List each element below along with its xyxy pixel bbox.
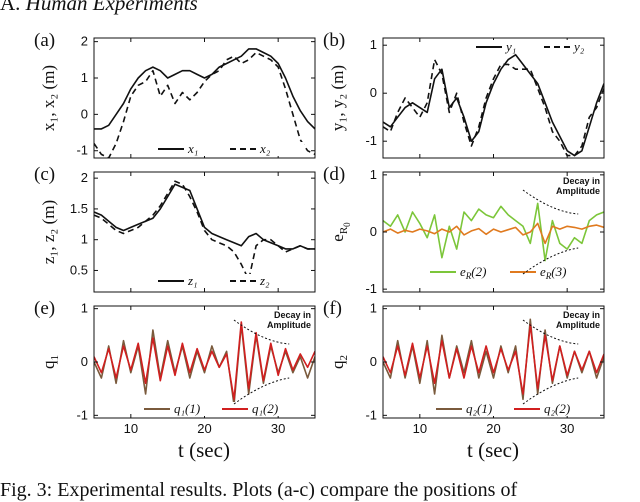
legend-background	[472, 40, 594, 54]
y-axis-label: y₁, y₂ (m)	[328, 65, 347, 131]
y-axis-label: z₁, z₂ (m)	[39, 200, 58, 264]
y-tick-label: -1	[76, 407, 88, 422]
series-line-c-1	[94, 183, 315, 250]
y-tick-label: -1	[365, 407, 377, 422]
panel-label: (f)	[323, 298, 342, 319]
legend-e: q₁(1) q₁(2)	[140, 401, 302, 416]
legend-label: eR(2)	[460, 264, 486, 281]
y-tick-label: 1	[370, 167, 377, 182]
y-tick-label: 1	[81, 70, 88, 85]
x-tick-label: 30	[271, 421, 285, 436]
figure: -1 0 1 2 (a) x₁, x₂ (m) x₁ x₂ -1 0 1 (b) y₁, y₂ (m) y…	[34, 30, 605, 462]
legend-background	[154, 142, 304, 156]
decay-envelope-lower	[522, 247, 579, 275]
decay-envelope-upper	[522, 319, 579, 345]
y-tick-label: -1	[365, 133, 377, 148]
x-tick-label: 10	[413, 421, 427, 436]
legend-f: q₂(1) q₂(2)	[432, 401, 594, 416]
y-axis-label: eR0	[328, 222, 352, 242]
panel-c: 0.5 1 1.5 2 (c) z₁, z₂ (m) z₁ z₂	[34, 164, 316, 293]
series-line-e-2	[94, 321, 315, 401]
annotation-decay: Decay in Amplitude	[267, 310, 311, 330]
y-tick-label: 0	[370, 85, 377, 100]
y-axis-label: x₁, x₂ (m)	[39, 65, 58, 131]
y-tick-label: 1	[370, 37, 377, 52]
section-title: A. Human Experiments	[0, 0, 198, 15]
legend-label: x₁	[187, 141, 198, 156]
panel-d: -1 0 1 (d) eR0 eR(2) eR(3) Decay in Amplitude	[323, 164, 605, 296]
y-tick-label: 1	[81, 232, 88, 247]
legend-label: q₁(2)	[252, 401, 278, 416]
series-line-f-1	[383, 318, 604, 401]
decay-envelope-lower	[233, 377, 290, 405]
decay-envelope-upper	[522, 189, 579, 215]
y-tick-label: 2	[81, 170, 88, 185]
y-tick-label: 1.5	[70, 201, 88, 216]
legend-label: q₂(1)	[466, 401, 492, 416]
panel-a: -1 0 1 2 (a) x₁, x₂ (m) x₁ x₂	[34, 30, 316, 159]
legend-label: q₂(2)	[544, 401, 570, 416]
legend-background	[154, 274, 304, 288]
panel-label: (d)	[323, 164, 345, 185]
x-axis-label: t (sec)	[467, 438, 519, 462]
panel-f: -1 0 1 10 20 30 (f) q2 q₂(1) q₂(2) Decay in Amplitu…	[323, 298, 605, 436]
legend-label: y₁	[504, 39, 516, 54]
figure-caption: Fig. 3: Experimental results. Plots (a-c…	[0, 479, 518, 501]
legend-b: y₁ y₂	[472, 39, 594, 54]
axes-frame	[93, 37, 316, 159]
y-axis-label: q1	[39, 355, 61, 369]
annotation-decay: Decay in Amplitude	[556, 310, 600, 330]
legend-a: x₁ x₂	[154, 141, 304, 156]
x-tick-label: 30	[560, 421, 574, 436]
series-line-c-2	[94, 180, 315, 281]
series-line-b-2	[383, 58, 604, 157]
panel-e: -1 0 1 10 20 30 (e) q1 q₁(1) q₁(2) Decay in Amplitu…	[34, 298, 316, 436]
legend-label: z₂	[259, 273, 270, 288]
section-heading: Human Experiments	[25, 0, 198, 15]
panel-label: (b)	[323, 30, 345, 51]
series-line-a-1	[94, 48, 315, 130]
panel-label: (c)	[34, 164, 55, 185]
legend-label: x₂	[259, 141, 271, 156]
series-line-d-1	[383, 202, 604, 262]
y-tick-label: 0	[370, 224, 377, 239]
x-tick-label: 20	[197, 421, 211, 436]
series-line-d-2	[383, 222, 604, 245]
legend-c: z₁ z₂	[154, 273, 304, 288]
legend-background	[140, 402, 302, 416]
legend-label: q₁(1)	[174, 401, 200, 416]
panel-label: (a)	[34, 30, 55, 51]
panel-b: -1 0 1 (b) y₁, y₂ (m) y₁ y₂	[323, 30, 605, 159]
section-number: A.	[0, 0, 21, 15]
y-axis-label: q2	[328, 355, 350, 369]
panel-label: (e)	[34, 298, 55, 319]
y-tick-label: 0	[370, 354, 377, 369]
series-line-b-1	[383, 53, 604, 157]
x-tick-label: 20	[486, 421, 500, 436]
series-line-f-2	[383, 323, 604, 395]
y-tick-label: 0	[81, 354, 88, 369]
annotation-decay: Decay in Amplitude	[556, 176, 600, 196]
legend-d: eR(2) eR(3)	[426, 264, 594, 281]
legend-label: z₁	[187, 273, 198, 288]
legend-label: eR(3)	[540, 264, 566, 281]
legend-label: y₂	[572, 39, 585, 54]
decay-envelope-lower	[522, 377, 579, 405]
y-tick-label: -1	[365, 281, 377, 296]
series-line-a-2	[94, 51, 315, 158]
y-tick-label: 1	[370, 301, 377, 316]
x-tick-label: 10	[124, 421, 138, 436]
y-tick-label: 2	[81, 34, 88, 49]
x-axis-label: t (sec)	[178, 438, 230, 462]
y-tick-label: 0.5	[70, 262, 88, 277]
y-tick-label: -1	[76, 143, 88, 158]
legend-background	[432, 402, 594, 416]
y-tick-label: 1	[81, 301, 88, 316]
y-tick-label: 0	[81, 106, 88, 121]
axes-frame	[382, 37, 605, 159]
decay-envelope-upper	[233, 319, 290, 345]
